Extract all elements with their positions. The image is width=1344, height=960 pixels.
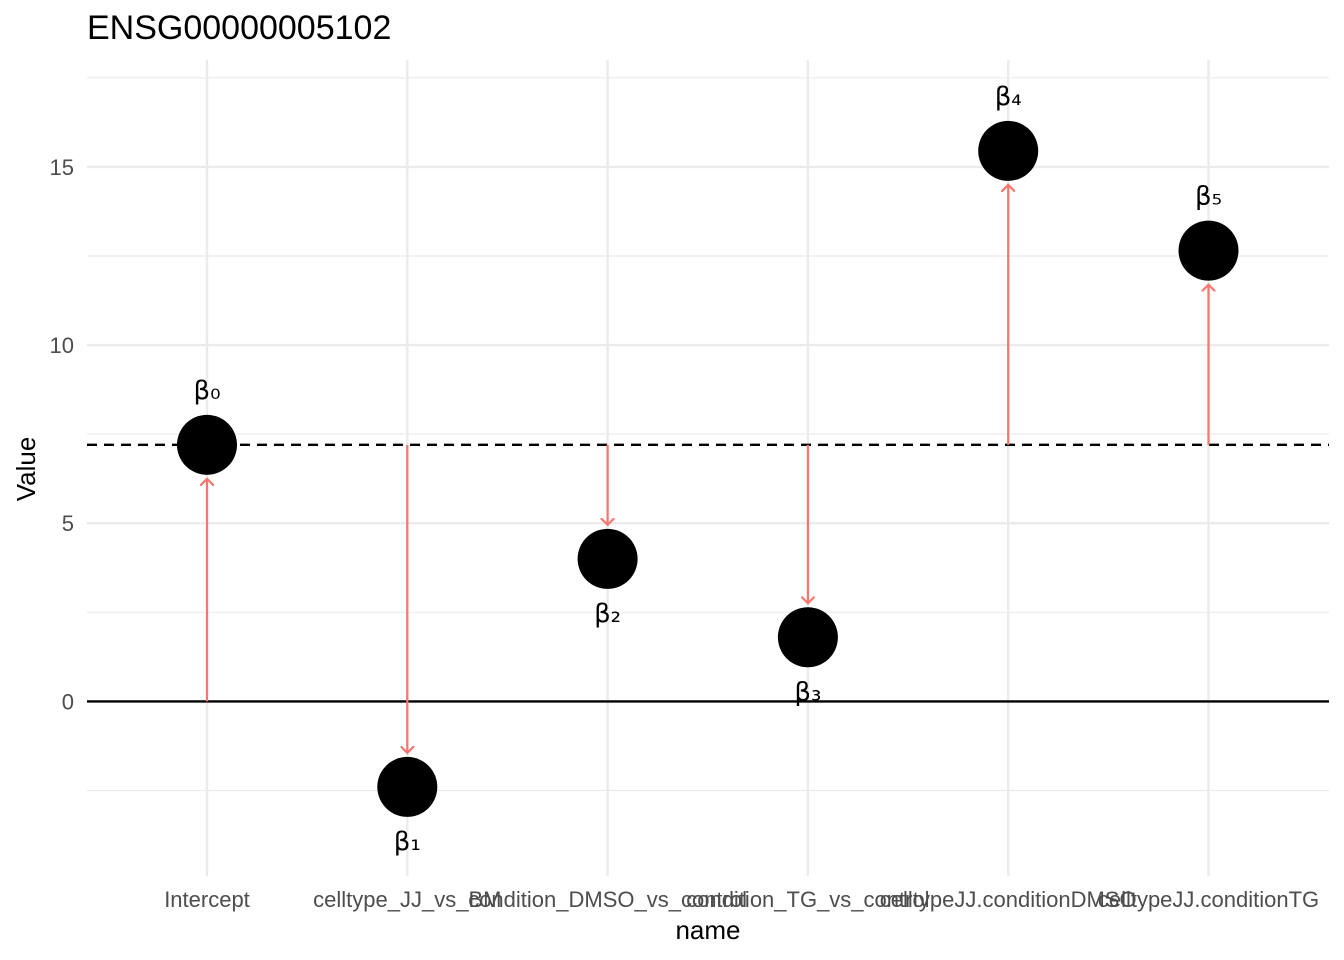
- x-tick-label: Intercept: [164, 887, 250, 912]
- x-tick-label: celltypeJJ.conditionTG: [1098, 887, 1319, 912]
- x-tick-label: celltypeJJ.conditionDMSO: [880, 887, 1137, 912]
- grid-lines: [87, 60, 1329, 876]
- x-tick-labels: Intercept celltype_JJ_vs_BMcondition_DMSO…: [164, 887, 1319, 912]
- beta-label: β₅: [1195, 182, 1222, 212]
- y-tick-label: 0: [62, 689, 74, 714]
- x-tick-label: condition_TG_vs_control: [686, 887, 929, 912]
- x-tick-label: condition_DMSO_vs_control: [468, 887, 747, 912]
- beta-label: β₀: [193, 376, 220, 406]
- reference-lines: [87, 443, 1329, 703]
- coefficient-point: [978, 120, 1039, 181]
- coefficient-point: [777, 607, 838, 668]
- chart-title: ENSG00000005102: [87, 9, 391, 47]
- y-tick-label: 10: [50, 333, 74, 358]
- y-tick-label: 5: [62, 511, 74, 536]
- y-tick-label: 15: [50, 155, 74, 180]
- coefficient-point: [177, 414, 237, 475]
- beta-label: β₃: [794, 677, 821, 707]
- beta-label: β₁: [394, 827, 421, 857]
- beta-label: β₄: [995, 82, 1022, 112]
- coefficient-point: [377, 756, 438, 817]
- coefficient-point: [1178, 220, 1239, 281]
- y-tick-labels: 0 5 10 15: [50, 155, 74, 714]
- x-axis-title: name: [675, 915, 740, 945]
- x-tick-label: celltype_JJ_vs_BM: [313, 887, 501, 912]
- arrows: [207, 185, 1209, 753]
- points: [177, 120, 1239, 817]
- beta-label: β₂: [594, 599, 621, 629]
- beta-labels: β₀ β₁ β₂ β₃ β₄ β₅: [193, 82, 1222, 857]
- y-axis-title: Value: [11, 437, 41, 502]
- coefficient-point: [577, 528, 638, 589]
